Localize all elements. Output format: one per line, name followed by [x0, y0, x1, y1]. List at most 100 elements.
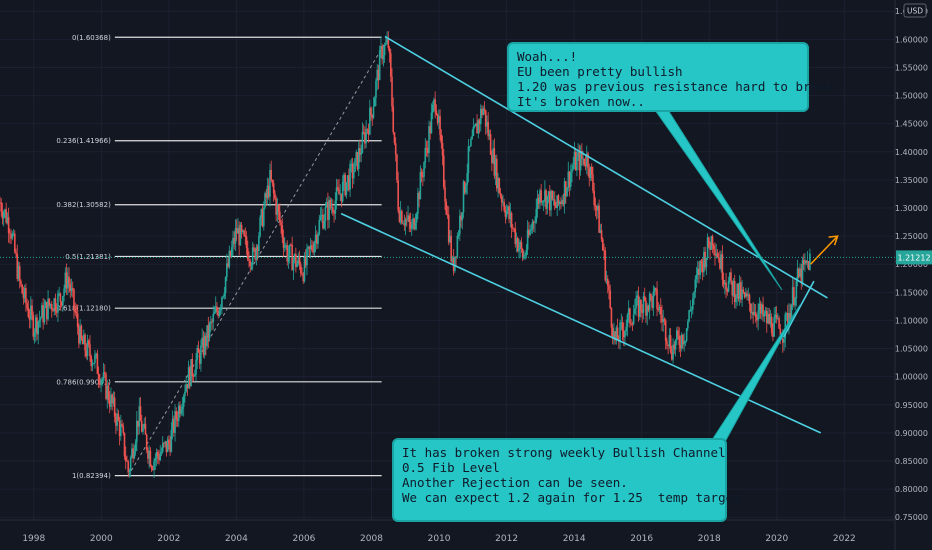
- y-tick-label: 0.80000: [895, 485, 928, 494]
- candle-body: [312, 249, 314, 253]
- candle-body: [290, 244, 292, 246]
- candle-body: [0, 202, 1, 204]
- candle-body: [801, 260, 804, 284]
- candle-body: [419, 172, 422, 200]
- candle-body: [345, 182, 348, 196]
- candle-body: [391, 76, 393, 107]
- candle-body: [719, 257, 721, 269]
- candle-body: [770, 316, 773, 334]
- y-tick-label: 1.15000: [895, 288, 928, 297]
- candle-body: [283, 245, 286, 248]
- candle-body: [37, 321, 40, 335]
- candle-body: [251, 247, 254, 266]
- candle-body: [648, 293, 651, 311]
- candle-body: [409, 222, 412, 229]
- candle-body: [34, 317, 37, 333]
- y-tick-label: 1.40000: [895, 148, 928, 157]
- candle-body: [54, 298, 57, 311]
- candle-body: [616, 327, 619, 340]
- candle-body: [599, 230, 602, 233]
- candle-body: [330, 206, 333, 208]
- candle-body: [462, 181, 465, 213]
- candle-body: [89, 344, 91, 357]
- candle-body: [468, 146, 471, 147]
- candle-body: [431, 104, 434, 113]
- candle-body: [154, 458, 157, 462]
- candle-body: [594, 204, 597, 207]
- candle-body: [672, 344, 674, 360]
- candle-body: [518, 247, 520, 252]
- candle-body: [259, 217, 261, 237]
- candle-body: [622, 330, 625, 338]
- candle-body: [456, 235, 459, 257]
- candle-body: [248, 259, 250, 261]
- candle-body: [360, 152, 362, 155]
- candle-body: [668, 335, 671, 347]
- candle-body: [486, 121, 488, 127]
- candle-body: [549, 191, 551, 211]
- candle-body: [412, 218, 414, 225]
- candle-body: [99, 379, 101, 385]
- candle-body: [706, 237, 709, 258]
- candle-body: [55, 310, 58, 313]
- candle-body: [759, 303, 762, 314]
- candle-body: [454, 256, 456, 272]
- candle-body: [426, 148, 429, 154]
- candle-body: [640, 299, 642, 311]
- candle-body: [727, 280, 730, 292]
- candle-body: [417, 192, 419, 214]
- candle-body: [441, 143, 444, 156]
- candle-body: [512, 228, 514, 229]
- y-tick-label: 1.35000: [895, 176, 928, 185]
- candle-body: [800, 268, 803, 284]
- candle-body: [791, 287, 794, 305]
- candle-body: [76, 313, 79, 328]
- candle-body: [80, 325, 83, 339]
- candle-body: [712, 245, 715, 250]
- candle-body: [351, 163, 354, 179]
- candle-body: [526, 229, 529, 250]
- candle-body: [240, 224, 243, 232]
- candle-body: [414, 222, 417, 229]
- candle-body: [2, 212, 5, 219]
- candle-body: [387, 39, 390, 48]
- candle-body: [494, 158, 497, 176]
- candle-body: [9, 232, 11, 234]
- candle-body: [600, 230, 603, 240]
- candle-body: [521, 249, 524, 259]
- candle-body: [582, 158, 584, 160]
- candle-body: [505, 210, 508, 217]
- candle-body: [530, 228, 533, 230]
- candle-body: [65, 272, 68, 289]
- candle-body: [630, 323, 632, 325]
- y-tick-label: 1.50000: [895, 92, 928, 101]
- candle-body: [233, 238, 236, 244]
- candle-body: [329, 200, 332, 208]
- candle-body: [493, 148, 496, 176]
- candle-body: [743, 292, 746, 297]
- candle-body: [100, 379, 102, 385]
- candle-body: [793, 287, 795, 306]
- candle-body: [193, 374, 196, 377]
- candle-body: [271, 179, 274, 184]
- y-tick-label: 1.00000: [895, 373, 928, 382]
- candle-body: [424, 147, 427, 163]
- candle-body: [406, 219, 408, 221]
- candle-body: [10, 233, 12, 239]
- candle-body: [120, 424, 122, 437]
- candle-body: [30, 305, 32, 320]
- candle-body: [756, 317, 758, 321]
- candle-body: [472, 126, 475, 137]
- candle-body: [531, 221, 534, 229]
- candle-body: [507, 206, 509, 211]
- candle-body: [508, 206, 510, 220]
- candle-body: [709, 246, 711, 250]
- x-tick-label: 2016: [630, 534, 653, 544]
- candle-body: [366, 129, 369, 130]
- candle-body: [799, 268, 801, 277]
- candle-body: [415, 213, 418, 223]
- candle-body: [573, 151, 576, 166]
- candle-body: [539, 190, 541, 204]
- fib-level-label: 0.786(0.99081): [56, 378, 111, 386]
